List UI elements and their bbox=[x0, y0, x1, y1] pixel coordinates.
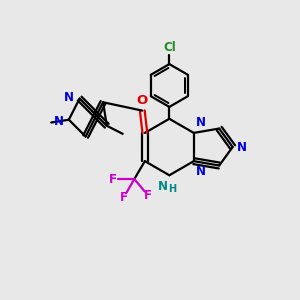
Text: F: F bbox=[144, 189, 152, 202]
Text: N: N bbox=[237, 140, 247, 154]
Text: O: O bbox=[137, 94, 148, 107]
Text: N: N bbox=[196, 165, 206, 178]
Text: N: N bbox=[64, 91, 74, 103]
Text: F: F bbox=[109, 172, 117, 186]
Text: H: H bbox=[168, 184, 176, 194]
Text: F: F bbox=[119, 191, 128, 204]
Text: Cl: Cl bbox=[163, 41, 176, 54]
Text: N: N bbox=[196, 116, 206, 129]
Text: N: N bbox=[158, 180, 168, 193]
Text: N: N bbox=[53, 115, 64, 128]
